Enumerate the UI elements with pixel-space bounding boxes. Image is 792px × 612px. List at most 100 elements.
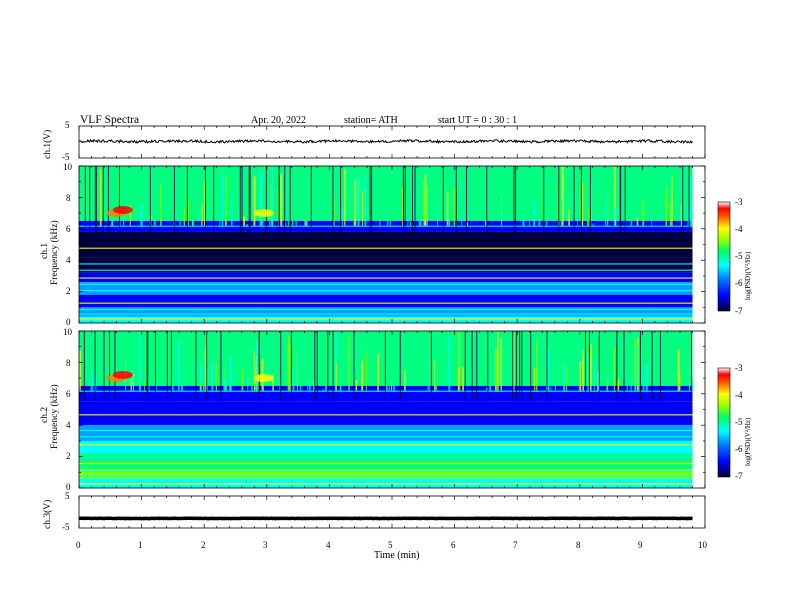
spectrogram-gap: [290, 331, 292, 401]
spectrogram-line: [79, 308, 693, 311]
spectrogram-band: [79, 231, 693, 258]
spectrogram-streak: [90, 370, 93, 391]
spectrogram-gap: [515, 331, 517, 401]
spectrogram-streak: [280, 174, 283, 226]
spectrogram-streak: [355, 380, 358, 391]
spectrogram-gap: [340, 166, 342, 236]
spectrogram-gap: [688, 166, 690, 236]
spectrogram-streak: [365, 349, 367, 391]
spectrogram-streak: [289, 343, 292, 391]
spectrogram-streak: [665, 196, 667, 226]
spectrogram-streak: [335, 362, 337, 391]
spectrogram-streak: [642, 377, 645, 391]
spectrogram-line: [79, 225, 693, 227]
spectrogram-line: [79, 436, 693, 438]
spectrogram-streak: [279, 368, 281, 391]
spectrogram-streak: [561, 166, 564, 226]
x-tick-label: 0: [76, 540, 81, 550]
spectrogram-line: [79, 456, 693, 458]
spectrogram-streak: [453, 186, 456, 226]
spectrogram-streak: [669, 202, 672, 226]
spectrogram-streak: [153, 175, 156, 226]
start-time-label: start UT = 0 : 30 : 1: [438, 115, 518, 126]
spectrogram-streak: [362, 191, 364, 226]
spectrogram-streak: [428, 338, 430, 391]
spectrogram-gap: [682, 166, 684, 236]
spectrogram-streak: [357, 177, 360, 226]
spectrogram-streak: [377, 353, 379, 391]
spectrogram-streak: [225, 214, 227, 226]
spectrogram-streak: [420, 218, 422, 226]
spectrogram-gap: [464, 331, 466, 401]
spectrogram-line: [79, 313, 693, 315]
spectrogram-gap: [598, 331, 600, 401]
spectrogram-streak: [582, 349, 584, 391]
chart-title: VLF Spectra: [80, 114, 140, 126]
spectrogram-streak: [614, 206, 617, 226]
spectrogram-line: [79, 269, 693, 271]
spectrogram-streak: [436, 196, 439, 226]
x-tick-label: 7: [513, 540, 518, 550]
spectrogram-streak: [202, 349, 205, 391]
spectrogram-hotspot: [253, 374, 274, 383]
spectrogram-band: [79, 316, 693, 323]
spectrogram-streak: [183, 208, 185, 226]
spectrogram-streak: [678, 372, 681, 391]
spectrogram-ch1: [79, 166, 693, 323]
axis-ticks: [78, 126, 706, 528]
spectrogram-line: [79, 318, 693, 320]
spectrogram-gap: [589, 166, 591, 236]
spectrogram-band: [79, 478, 693, 488]
spectrogram-gap: [332, 166, 334, 236]
colorbar2-tick: -7: [735, 471, 743, 481]
spectrogram-streak: [272, 166, 274, 226]
spectrogram-streak: [446, 190, 449, 226]
spectrogram-streak: [688, 352, 691, 391]
spectrogram-streak: [393, 384, 395, 391]
spectrogram-gap: [651, 331, 653, 401]
spectrogram-streak: [123, 209, 125, 226]
x-tick-label: 6: [451, 540, 456, 550]
spectrogram-streak: [536, 341, 538, 391]
x-tick-label: 5: [388, 540, 393, 550]
spectrogram-streak: [606, 187, 609, 226]
spectrogram-streak: [285, 222, 287, 226]
spectrogram-gap: [89, 166, 91, 236]
spectrogram-line: [79, 462, 693, 465]
spectrogram-streak: [269, 214, 271, 226]
spectrogram-gap: [314, 331, 316, 401]
x-tick-label: 9: [638, 540, 643, 550]
spectrogram-streak: [201, 204, 203, 226]
spectrogram-gap: [147, 331, 149, 401]
spectrogram-streak: [500, 338, 502, 391]
spectrogram-streak: [461, 179, 463, 226]
spectrogram-streak: [560, 198, 563, 226]
spectrogram-streak: [172, 379, 174, 391]
spectrogram-streak: [199, 382, 202, 391]
colorbar1-tick: -4: [735, 224, 743, 234]
spectrogram-streak: [339, 358, 342, 391]
spectrogram-streak: [424, 174, 427, 226]
spectrogram-streak: [636, 217, 639, 226]
spectrogram-streak: [630, 219, 633, 226]
spectrogram-streak: [160, 183, 162, 226]
spectrogram-streak: [332, 197, 335, 226]
spectrogram-streak: [251, 345, 253, 391]
spectrogram-gap: [94, 331, 96, 401]
spectrogram-streak: [140, 203, 143, 226]
spectrogram-gap: [486, 166, 488, 236]
spectrogram-streak: [224, 366, 227, 391]
spec1-ytick: 4: [66, 255, 71, 265]
spectrogram-gap: [206, 331, 208, 401]
spectrogram-line: [79, 277, 693, 279]
spectrogram-streak: [204, 346, 206, 391]
spec2-ytick: 10: [63, 327, 72, 337]
spec2-ytick: 4: [66, 420, 71, 430]
spectrogram-gap: [404, 166, 406, 236]
spectrogram-gap: [95, 166, 97, 236]
x-axis-label: Time (min): [374, 550, 420, 561]
spectrogram-gap: [249, 166, 251, 236]
spectrogram-gap: [512, 331, 514, 401]
spectrogram-streak: [364, 174, 367, 226]
spec1-ytick: 10: [63, 162, 72, 172]
